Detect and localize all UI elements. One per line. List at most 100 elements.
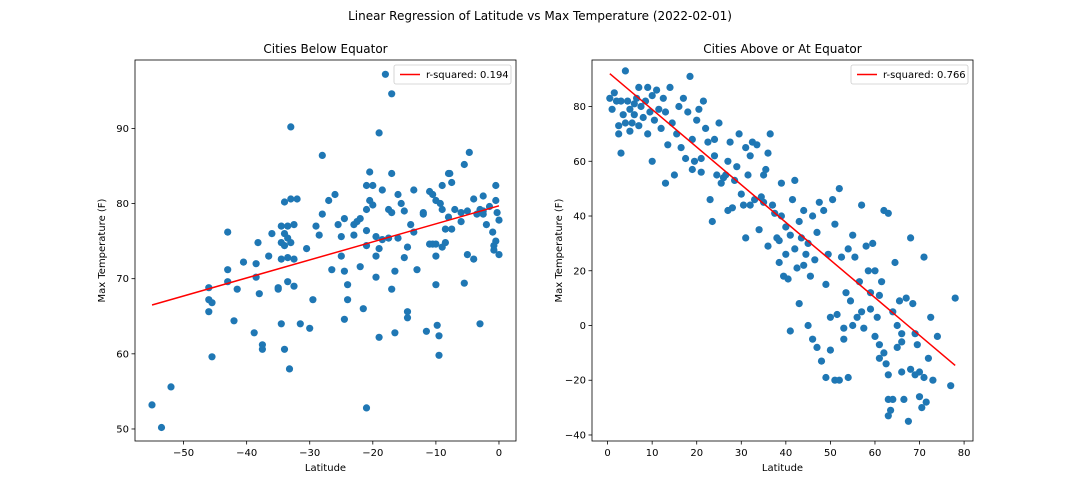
scatter-point [403, 243, 412, 251]
scatter-point [470, 195, 478, 203]
y-tick-label: −20 [565, 376, 586, 387]
scatter-point [463, 251, 471, 259]
scatter-point [895, 297, 904, 305]
scatter-point [419, 210, 427, 218]
scatter-point [840, 335, 848, 343]
scatter-point [726, 138, 734, 146]
scatter-point [644, 83, 652, 91]
scatter-point [432, 240, 440, 248]
x-axis-label: Latitude [305, 463, 346, 474]
scatter-point [871, 332, 879, 340]
scatter-point [657, 124, 665, 132]
scatter-point [822, 280, 830, 288]
scatter-point [902, 294, 910, 302]
scatter-point [287, 239, 295, 247]
scatter-point [661, 108, 670, 116]
scatter-point [675, 102, 683, 111]
scatter-point [702, 124, 710, 132]
legend-box [850, 64, 969, 85]
scatter-point [435, 351, 443, 359]
scatter-point [840, 324, 848, 332]
scatter-point [617, 97, 625, 105]
scatter-point [806, 272, 815, 280]
y-axis-label: Max Temperature (F) [554, 198, 565, 302]
scatter-point [250, 329, 258, 337]
scatter-point [167, 383, 175, 391]
scatter-point [866, 305, 875, 313]
scatter-point [296, 320, 304, 328]
scatter-point [340, 215, 348, 223]
scatter-point [639, 113, 647, 122]
scatter-point [650, 116, 659, 124]
x-tick-label: −10 [425, 448, 446, 459]
scatter-point [737, 190, 745, 198]
scatter-point [457, 209, 465, 217]
scatter-point [831, 220, 839, 228]
scatter-point [429, 190, 437, 199]
scatter-point [920, 373, 928, 382]
legend-label: r-squared: 0.766 [883, 70, 966, 81]
scatter-point [753, 141, 761, 149]
y-tick-label: 70 [116, 274, 129, 285]
y-axis-label: Max Temperature (F) [97, 198, 108, 302]
scatter-point [869, 239, 877, 247]
scatter-point [775, 237, 783, 245]
regression-line [609, 73, 956, 367]
scatter-point [653, 86, 661, 94]
scatter-point [646, 108, 654, 116]
scatter-point [366, 168, 374, 176]
scatter-point [448, 225, 456, 233]
scatter-point [791, 245, 799, 253]
scatter-point [157, 423, 166, 432]
scatter-point [751, 196, 759, 204]
scatter-point [619, 111, 627, 119]
scatter-point [388, 209, 396, 217]
scatter-point [254, 239, 262, 247]
scatter-point [655, 105, 663, 113]
scatter-point [438, 205, 446, 214]
x-tick-label: −30 [299, 448, 320, 459]
scatter-point [690, 157, 699, 165]
scatter-point [822, 373, 830, 382]
scatter-point [479, 192, 487, 200]
scatter-point [907, 365, 915, 373]
scatter-point [791, 176, 799, 184]
y-tick-label: 60 [573, 157, 586, 168]
scatter-point [340, 267, 348, 275]
scatter-point [760, 198, 768, 206]
chart-panel-2: Cities Above or At Equator 0 10 20 30 40 50 60 7… [554, 42, 974, 474]
scatter-point [290, 282, 298, 290]
scatter-point [746, 201, 754, 209]
scatter-point [318, 210, 326, 218]
scatter-point [835, 185, 843, 193]
scatter-point [489, 228, 497, 236]
scatter-point [448, 178, 456, 187]
scatter-point [490, 242, 498, 250]
scatter-point [884, 371, 892, 379]
y-tick-label: 50 [116, 424, 129, 435]
scatter-point [432, 252, 440, 260]
scatter-point [693, 116, 701, 124]
scatter-point [356, 215, 364, 223]
scatter-point [846, 297, 855, 305]
scatter-point [893, 321, 901, 330]
scatter-point [922, 398, 930, 406]
scatter-point [328, 266, 336, 274]
regression-line [151, 205, 500, 306]
scatter-point [951, 294, 959, 302]
scatter-point [880, 349, 888, 357]
scatter-point [911, 330, 919, 338]
scatter-point [280, 242, 289, 250]
scatter-point [303, 245, 311, 253]
scatter-point [630, 111, 638, 119]
scatter-point [433, 321, 441, 329]
scatter-points [606, 67, 959, 425]
scatter-point [492, 196, 500, 205]
scatter-point [287, 123, 295, 131]
scatter-point [809, 212, 817, 220]
scatter-point [809, 335, 817, 343]
scatter-point [293, 195, 301, 203]
scatter-point [804, 239, 812, 247]
scatter-point [811, 256, 819, 264]
scatter-point [884, 412, 892, 420]
